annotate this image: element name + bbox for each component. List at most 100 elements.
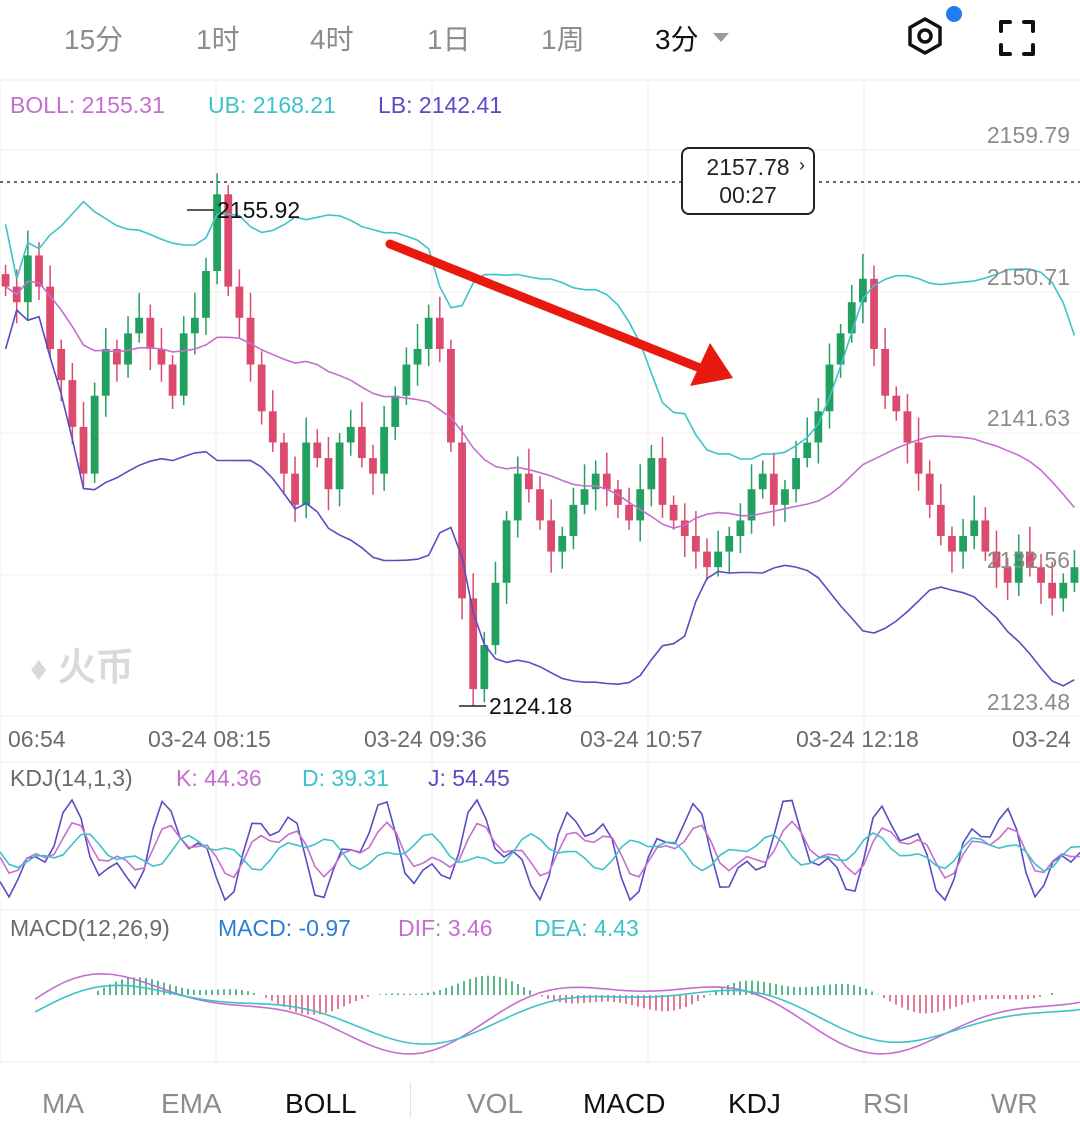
timeframe-bar: 15分 1时 4时 1日 1周 3分 <box>0 0 1080 78</box>
high-price-marker: 2155.92 <box>217 197 301 223</box>
flame-icon: ♦ <box>30 650 48 688</box>
candle <box>647 458 656 490</box>
macd-label: MACD(12,26,9) <box>10 915 170 941</box>
candle <box>658 458 667 505</box>
candle <box>79 426 88 474</box>
candle <box>369 458 377 474</box>
tab-rsi[interactable]: RSI <box>863 1088 910 1119</box>
tab-vol[interactable]: VOL <box>467 1088 524 1119</box>
tab-macd[interactable]: MACD <box>583 1088 666 1119</box>
candle <box>602 473 611 490</box>
candle <box>447 348 455 443</box>
macd-dea-line <box>34 984 1080 1045</box>
candle <box>291 473 299 505</box>
candle <box>1003 567 1012 583</box>
candle <box>1014 551 1023 583</box>
kdj-j-line <box>0 798 1080 902</box>
candle <box>747 489 756 521</box>
candle <box>469 598 478 690</box>
candle <box>246 317 255 365</box>
candle <box>157 348 166 365</box>
candle <box>614 489 622 505</box>
tab-divider <box>410 1082 411 1118</box>
candle <box>224 194 233 287</box>
candle <box>1070 567 1079 583</box>
boll-value: BOLL: 2155.31 <box>10 92 165 118</box>
candle <box>190 317 199 334</box>
candle <box>703 551 711 568</box>
candle <box>870 278 878 349</box>
fullscreen-icon[interactable] <box>998 19 1036 57</box>
current-price-tag[interactable]: 2157.78 00:27 › <box>681 147 815 215</box>
kdj-label: KDJ(14,1,3) <box>10 765 133 791</box>
candle <box>324 458 333 490</box>
boll-lb-value: LB: 2142.41 <box>378 92 503 118</box>
current-price-value: 2157.78 <box>706 154 790 180</box>
candle <box>1 274 10 287</box>
macd-dif-line <box>34 972 1080 1055</box>
settings-icon[interactable] <box>905 16 945 56</box>
timeframe-3m[interactable]: 3分 <box>655 24 699 55</box>
tab-ma[interactable]: MA <box>42 1088 84 1119</box>
indicator-tab-bar: MA EMA BOLL VOL MACD KDJ RSI WR <box>0 1080 1080 1121</box>
candle <box>547 520 556 552</box>
candle <box>357 426 366 459</box>
kdj-k-line <box>0 820 1080 879</box>
candle <box>202 271 210 318</box>
candle-countdown: 00:27 <box>719 182 777 208</box>
candle <box>391 395 400 427</box>
candle <box>346 426 355 443</box>
candle <box>101 348 110 396</box>
tab-ema[interactable]: EMA <box>161 1088 222 1119</box>
watermark-text: 火币 <box>57 647 134 689</box>
timeframe-1w[interactable]: 1周 <box>541 24 585 55</box>
candle <box>769 473 778 505</box>
candle <box>380 426 389 474</box>
boll-upper-line <box>4 200 1076 460</box>
candle <box>981 520 990 552</box>
tab-kdj[interactable]: KDJ <box>728 1088 781 1119</box>
candle <box>836 333 845 365</box>
low-price-marker: 2124.18 <box>489 693 573 719</box>
timeframe-15m[interactable]: 15分 <box>64 24 124 55</box>
candle <box>580 489 589 505</box>
candle <box>625 504 633 521</box>
candle <box>914 442 923 474</box>
candle <box>825 364 834 412</box>
candle <box>124 333 132 365</box>
candle <box>558 536 567 552</box>
time-label: 03-24 08:15 <box>148 726 271 752</box>
candle <box>959 536 967 552</box>
kline-chart[interactable] <box>0 0 1080 1080</box>
candle <box>113 348 121 365</box>
chevron-down-icon[interactable] <box>713 33 729 42</box>
candle <box>536 489 544 521</box>
candle <box>257 364 266 412</box>
candle <box>903 411 912 443</box>
timeframe-4h[interactable]: 4时 <box>310 24 354 55</box>
candle <box>435 317 444 349</box>
candle <box>146 317 155 349</box>
candle <box>23 255 32 303</box>
timeframe-1h[interactable]: 1时 <box>196 24 240 55</box>
macd-dif-value: DIF: 3.46 <box>398 915 493 941</box>
candle <box>1059 582 1068 599</box>
candle <box>970 520 979 537</box>
notification-dot <box>946 6 962 22</box>
price-label: 2150.71 <box>986 264 1070 290</box>
candle <box>235 286 244 318</box>
watermark-logo: ♦ 火币 <box>30 636 134 691</box>
price-label: 2141.63 <box>986 405 1070 431</box>
candle <box>135 317 144 334</box>
candle <box>725 536 734 552</box>
candle <box>714 551 723 568</box>
tab-boll[interactable]: BOLL <box>285 1088 357 1119</box>
candle <box>792 458 800 490</box>
tab-wr[interactable]: WR <box>991 1088 1038 1119</box>
boll-lower-line <box>4 308 1075 687</box>
time-label: 03-24 09:36 <box>364 726 487 752</box>
boll-mid-line <box>5 280 1076 529</box>
timeframe-1d[interactable]: 1日 <box>427 24 471 55</box>
candle <box>35 255 43 287</box>
candle <box>736 520 745 537</box>
